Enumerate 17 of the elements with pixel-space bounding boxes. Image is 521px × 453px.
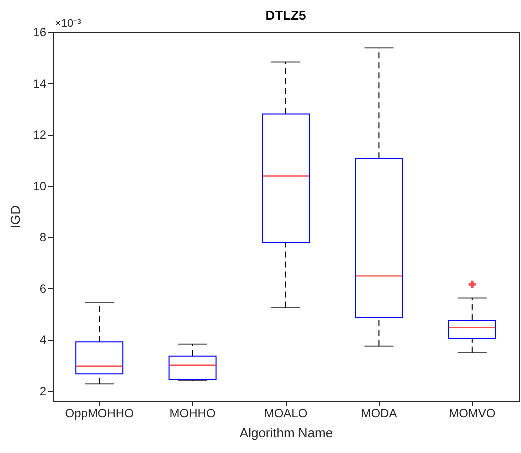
x-tick-label: MOMVO — [449, 406, 496, 420]
y-tick-label: 6 — [40, 282, 47, 296]
text: ×10⁻³ — [55, 18, 82, 30]
x-tick-label: MODA — [361, 406, 398, 420]
y-tick-label: 14 — [33, 76, 47, 91]
x-axis-title: Algorithm Name — [240, 426, 334, 440]
x-tick-label: MOALO — [264, 406, 308, 420]
y-tick-label: 16 — [33, 26, 47, 40]
x-tick-label: OppMOHHO — [65, 406, 134, 420]
x-tick-label: MOHHO — [170, 406, 216, 420]
y-tick-label: 2 — [40, 384, 47, 398]
y-tick-label: 10 — [33, 179, 47, 194]
y-tick-label: 4 — [40, 333, 47, 347]
chart-title: DTLZ5 — [266, 8, 306, 23]
y-axis-title: IGD — [8, 205, 24, 229]
y-tick-label: 12 — [33, 128, 47, 142]
y-tick-label: 8 — [40, 230, 47, 244]
